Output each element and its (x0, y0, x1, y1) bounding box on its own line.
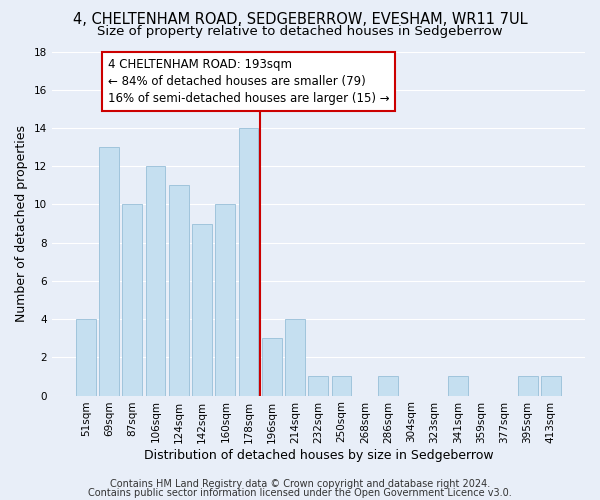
Bar (541, 376, 561, 396)
Bar (99, 147, 119, 396)
Bar (308, 376, 328, 396)
X-axis label: Distribution of detached houses by size in Sedgeberrow: Distribution of detached houses by size … (143, 450, 493, 462)
Bar (448, 376, 468, 396)
Bar (192, 224, 212, 396)
Text: 4, CHELTENHAM ROAD, SEDGEBERROW, EVESHAM, WR11 7UL: 4, CHELTENHAM ROAD, SEDGEBERROW, EVESHAM… (73, 12, 527, 28)
Text: Size of property relative to detached houses in Sedgeberrow: Size of property relative to detached ho… (97, 25, 503, 38)
Bar (262, 338, 282, 396)
Bar (518, 376, 538, 396)
Bar (169, 186, 188, 396)
Bar (122, 204, 142, 396)
Y-axis label: Number of detached properties: Number of detached properties (15, 125, 28, 322)
Bar (378, 376, 398, 396)
Text: Contains HM Land Registry data © Crown copyright and database right 2024.: Contains HM Land Registry data © Crown c… (110, 479, 490, 489)
Bar (146, 166, 166, 396)
Text: Contains public sector information licensed under the Open Government Licence v3: Contains public sector information licen… (88, 488, 512, 498)
Bar (285, 319, 305, 396)
Bar (332, 376, 352, 396)
Text: 4 CHELTENHAM ROAD: 193sqm
← 84% of detached houses are smaller (79)
16% of semi-: 4 CHELTENHAM ROAD: 193sqm ← 84% of detac… (107, 58, 389, 106)
Bar (239, 128, 259, 396)
Bar (215, 204, 235, 396)
Bar (76, 319, 95, 396)
